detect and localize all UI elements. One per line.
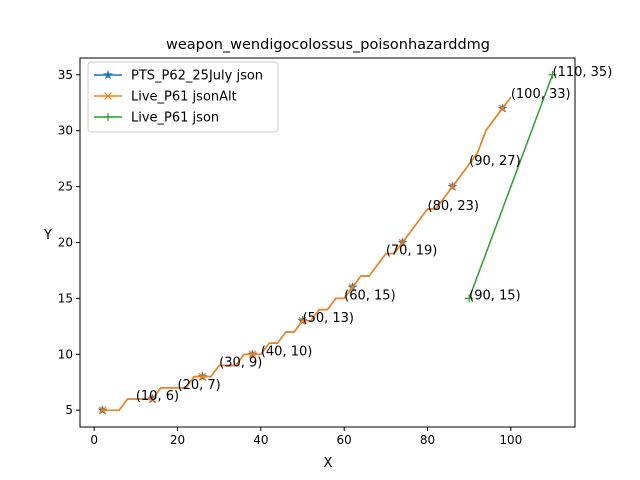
- annotation: (90, 27): [469, 154, 520, 169]
- y-tick-label: 25: [58, 180, 73, 194]
- marker: [198, 372, 207, 381]
- chart-title: weapon_wendigocolossus_poisonhazarddmg: [166, 37, 490, 53]
- y-tick-label: 5: [65, 403, 73, 417]
- annotation: (100, 33): [511, 87, 571, 102]
- marker: [398, 238, 407, 247]
- marker: [248, 350, 257, 359]
- annotation: (110, 35): [553, 65, 613, 80]
- x-tick-label: 40: [253, 433, 268, 447]
- line: [102, 96, 512, 411]
- marker: [103, 69, 113, 80]
- annotation: (40, 10): [261, 344, 313, 359]
- marker: [104, 92, 112, 100]
- marker: [98, 406, 107, 415]
- x-tick-label: 0: [90, 433, 98, 447]
- y-tick-label: 20: [58, 236, 73, 250]
- annotation: (80, 23): [428, 199, 480, 214]
- annotation: (30, 9): [219, 356, 262, 371]
- x-tick-label: 80: [420, 433, 435, 447]
- marker: [148, 395, 157, 403]
- y-tick-label: 30: [58, 124, 73, 138]
- annotation: (50, 13): [303, 311, 355, 326]
- annotation: (10, 6): [136, 389, 179, 404]
- y-tick-label: 15: [58, 291, 73, 305]
- legend-label: PTS_P62_25July json: [131, 69, 263, 84]
- legend-label: Live_P61 jsonAlt: [131, 90, 237, 105]
- annotation: (70, 19): [386, 244, 438, 259]
- marker: [348, 283, 357, 292]
- line: [102, 96, 512, 411]
- legend-box: [87, 61, 279, 133]
- line: [468, 74, 554, 299]
- marker: [465, 294, 474, 303]
- x-tick-label: 20: [170, 433, 185, 447]
- x-axis-label: X: [324, 456, 333, 471]
- annotation: (90, 15): [469, 288, 520, 303]
- marker: [548, 70, 557, 79]
- marker: [448, 182, 457, 191]
- marker: [298, 316, 307, 325]
- marker: [498, 104, 507, 113]
- legend-label: Live_P61 json: [131, 111, 219, 126]
- y-axis-label: Y: [43, 228, 52, 243]
- x-tick-label: 60: [337, 433, 352, 447]
- y-tick-label: 10: [58, 347, 73, 361]
- annotation: (20, 7): [178, 378, 221, 393]
- plot-frame: [79, 57, 576, 428]
- y-tick-label: 35: [58, 68, 73, 82]
- x-tick-label: 100: [499, 433, 522, 447]
- marker: [104, 113, 112, 121]
- annotation: (60, 15): [344, 288, 396, 303]
